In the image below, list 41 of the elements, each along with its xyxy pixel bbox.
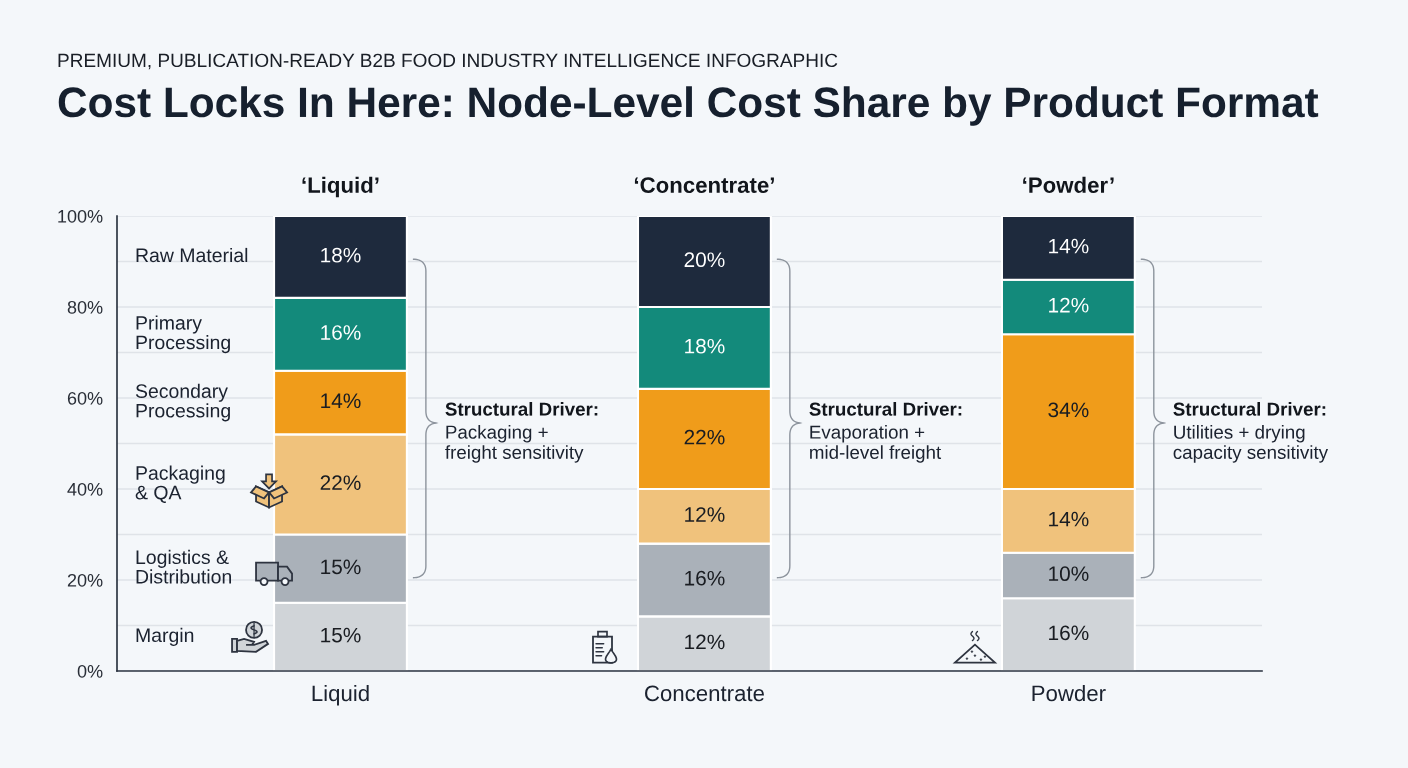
- data-label: 22%: [320, 475, 361, 490]
- legend-label: Margin: [136, 627, 194, 646]
- data-label: 22%: [684, 429, 725, 445]
- data-label: 12%: [1049, 297, 1089, 313]
- data-label: 12%: [685, 507, 725, 522]
- data-label: 34%: [1048, 402, 1089, 418]
- data-label: 10%: [1049, 566, 1089, 582]
- data-label: 14%: [1049, 511, 1089, 527]
- text: ‘Powder’: [1023, 176, 1114, 193]
- annotation: Structural Driver: Evaporation + mid-level freight: [809, 402, 962, 463]
- legend-label: Packaging & QA: [135, 465, 225, 503]
- x-tick-label: Powder: [1032, 684, 1106, 702]
- data-label: 12%: [685, 634, 725, 650]
- chart-title: Cost Locks In Here: Node-Level Cost Share by Product Format: [58, 86, 1319, 126]
- x-tick-label: Liquid: [312, 684, 369, 706]
- series-label: Raw Material: [136, 247, 248, 263]
- y-tick-label: 40%: [67, 482, 103, 496]
- text: Secondary Processing: [135, 383, 230, 422]
- x-tick-label: Concentrate: [645, 685, 764, 702]
- y-tick-label: 100%: [58, 209, 103, 223]
- data-label: 15%: [321, 559, 361, 575]
- data-label: 15%: [321, 627, 361, 643]
- data-label: 16%: [321, 325, 361, 340]
- annotation: Structural Driver: Packaging + freight sensitivity: [445, 402, 598, 463]
- y-tick-label: 60%: [67, 391, 103, 405]
- y-tick-label: 80%: [67, 300, 103, 314]
- y-tick-label: 0%: [77, 664, 103, 678]
- legend-label: Logistics & Distribution: [136, 549, 231, 584]
- chart-subtitle: PREMIUM, PUBLICATION-READY B2B FOOD INDUSTRY INTELLIGENCE INFOGRAPHIC: [58, 53, 838, 70]
- data-label: 20%: [684, 252, 725, 268]
- text: ‘Liquid’: [302, 176, 379, 198]
- data-label: 14%: [321, 393, 361, 409]
- data-label: 16%: [1049, 625, 1089, 641]
- y-tick-label: 20%: [67, 573, 103, 587]
- data-label: 16%: [685, 570, 725, 586]
- data-label: 18%: [685, 338, 725, 354]
- text: Primary Processing: [136, 315, 230, 354]
- text: ‘Concentrate’: [634, 177, 774, 193]
- data-label: 14%: [1049, 238, 1089, 254]
- data-label: 18%: [321, 247, 361, 263]
- annotation: Structural Driver: Utilities + drying capacity sensitivity: [1173, 402, 1329, 463]
